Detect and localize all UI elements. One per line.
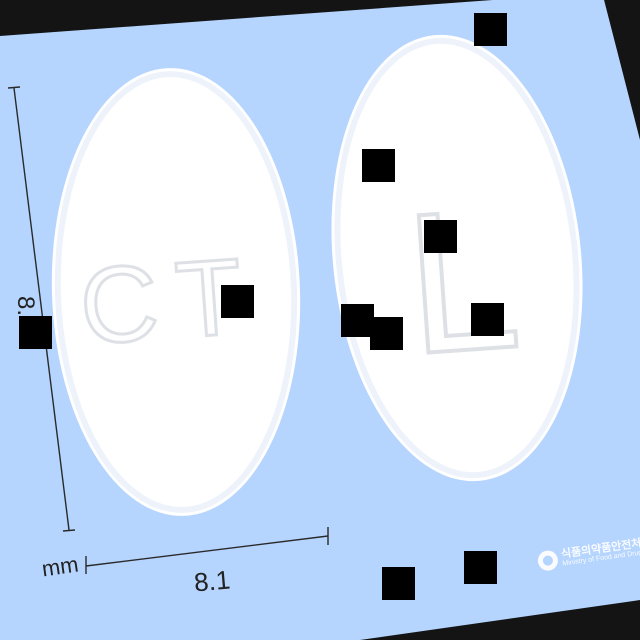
tablet-front: [51, 68, 301, 516]
redaction-box: [341, 304, 374, 337]
redaction-box: [471, 303, 504, 336]
redaction-box: [464, 551, 497, 584]
tablet-back: [331, 34, 583, 482]
ministry-logo-icon: [536, 549, 560, 572]
redaction-box: [362, 149, 395, 182]
unit-label: mm: [40, 552, 80, 582]
width-label: 8.1: [193, 564, 232, 597]
redaction-box: [382, 567, 415, 600]
redaction-box: [19, 316, 52, 349]
redaction-boxes: [19, 13, 507, 600]
tablet-back-imprint: L: [400, 166, 527, 396]
height-ruler: [7, 86, 76, 532]
redaction-box: [474, 13, 507, 46]
height-label: 8.: [12, 296, 39, 316]
redaction-box: [370, 317, 403, 350]
redaction-box: [221, 285, 254, 318]
width-ruler: [85, 527, 329, 574]
redaction-box: [424, 220, 457, 253]
tablet-front-shade: [54, 71, 298, 513]
tablet-back-shade: [334, 37, 580, 479]
